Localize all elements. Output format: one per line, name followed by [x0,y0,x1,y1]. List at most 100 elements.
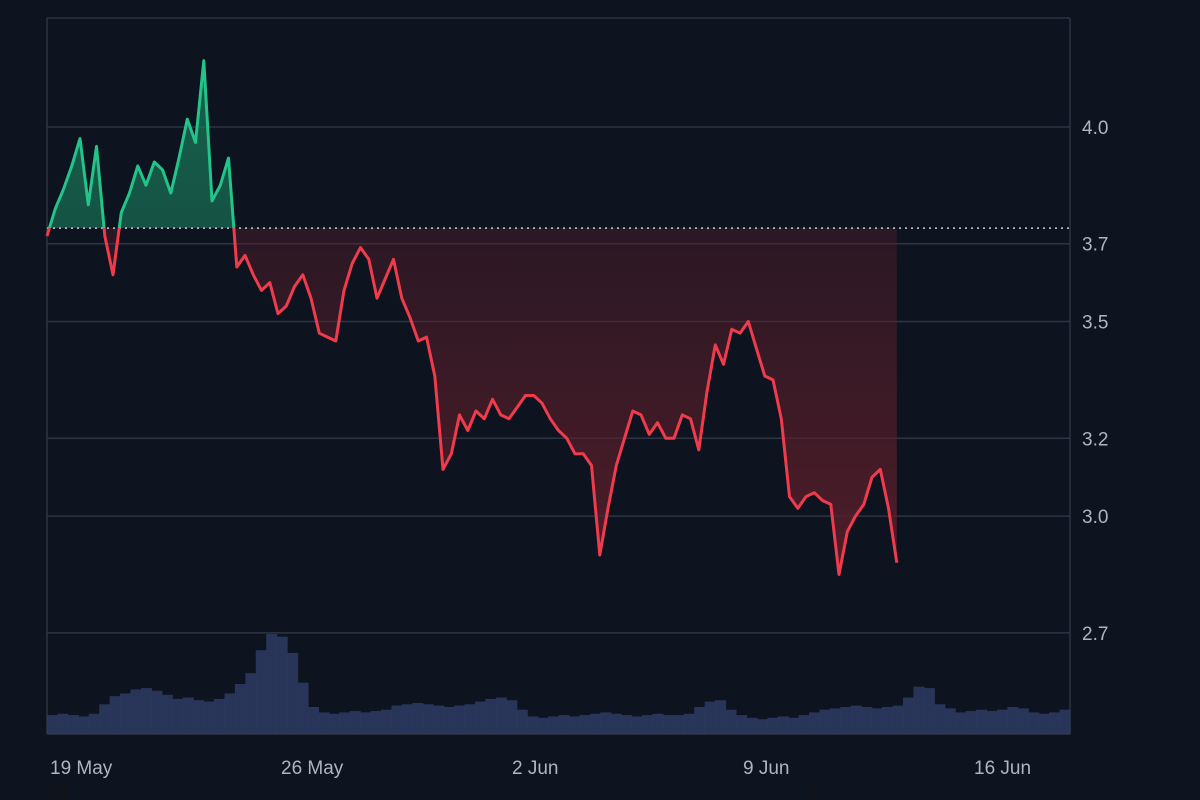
volume-bar [892,705,904,734]
volume-bar [516,709,528,734]
volume-bar [809,712,821,734]
x-tick-label: 19 May [50,758,113,779]
volume-bar [57,713,69,734]
volume-bar [109,696,121,734]
volume-bar [600,712,612,734]
volume-bar [234,684,246,734]
volume-bar [777,716,789,734]
volume-bar [78,716,90,734]
volume-bar [965,711,977,734]
area-above-baseline [47,60,897,229]
volume-bar [767,717,779,734]
y-axis: 4.0 3.7 3.5 3.2 3.0 2.7 [1082,118,1108,645]
volume-bar [621,715,633,734]
volume-bar [704,701,716,734]
volume-bar [548,716,560,734]
volume-bar [1038,713,1050,734]
volume-bar [443,706,455,734]
x-axis: 19 May 26 May 2 Jun 9 Jun 16 Jun 23 2 [48,758,1031,800]
volume-bar [673,715,685,734]
volume-bar [381,709,393,734]
volume-bar [88,713,100,734]
volume-bar [934,704,946,734]
volume-bar [328,713,340,734]
x-tick-label: 2 Jun [512,758,558,779]
volume-bar [756,719,768,734]
volume-bar [923,688,935,734]
volume-bar [349,711,361,734]
volume-bar [193,700,205,734]
volume-bar [850,705,862,734]
volume-histogram [47,634,1071,734]
volume-bar [996,709,1008,734]
volume-bar [485,698,497,734]
volume-bar [454,705,466,734]
volume-bar [412,702,424,734]
y-tick-label: 4.0 [1082,118,1108,139]
volume-bar [391,705,403,734]
volume-bar [902,697,915,734]
volume-bar [976,709,988,734]
volume-bar [1007,706,1019,734]
area-below-baseline [47,228,897,575]
price-line-below [45,228,899,576]
volume-bar [725,709,737,734]
volume-bar [829,708,841,734]
volume-bar [140,688,152,734]
y-tick-label: 3.0 [1082,507,1108,528]
volume-bar [537,717,549,734]
x-tick-label: 9 Jun [743,758,789,779]
volume-bar [401,704,413,734]
below-axis-label: 2 [807,781,818,800]
volume-bar [527,716,539,734]
volume-bar [203,701,215,734]
volume-bar [99,704,111,734]
volume-bar [1059,709,1071,734]
volume-bar [214,698,226,734]
volume-bar [746,717,758,734]
volume-bar [788,717,800,734]
volume-bar [255,650,267,734]
volume-bar [47,715,59,734]
y-tick-label: 3.7 [1082,235,1108,256]
volume-bar [579,715,591,734]
volume-bar [161,694,173,734]
volume-bar [871,708,883,734]
volume-bar [955,712,967,734]
volume-bar [589,713,601,734]
volume-bar [151,690,163,734]
volume-bar [172,698,184,734]
volume-bar [67,715,79,734]
price-line-above [47,59,236,229]
volume-bar [245,673,257,734]
volume-bar [276,636,288,734]
volume-bar [360,712,372,734]
volume-bar [944,708,956,734]
volume-bar [861,706,873,734]
volume-bar [318,712,330,734]
volume-bar [1028,712,1040,734]
y-tick-label: 3.5 [1082,313,1108,334]
volume-bar [182,697,194,734]
volume-bar [840,706,852,734]
y-tick-label: 2.7 [1082,624,1108,645]
volume-bar [224,693,236,734]
volume-bar [715,700,727,734]
volume-bar [882,706,894,734]
volume-bar [506,700,518,734]
volume-bar [913,686,925,734]
volume-bar [798,715,810,734]
y-tick-label: 3.2 [1082,429,1108,450]
below-axis-label: 23 [48,781,69,800]
volume-bar [464,704,476,734]
volume-bar [683,713,695,734]
volume-bar [370,711,382,734]
volume-bar [433,705,445,734]
volume-bar [568,716,580,734]
volume-bar [287,652,299,734]
volume-bar [662,715,674,734]
volume-bar [339,712,351,734]
volume-bar [120,693,132,734]
